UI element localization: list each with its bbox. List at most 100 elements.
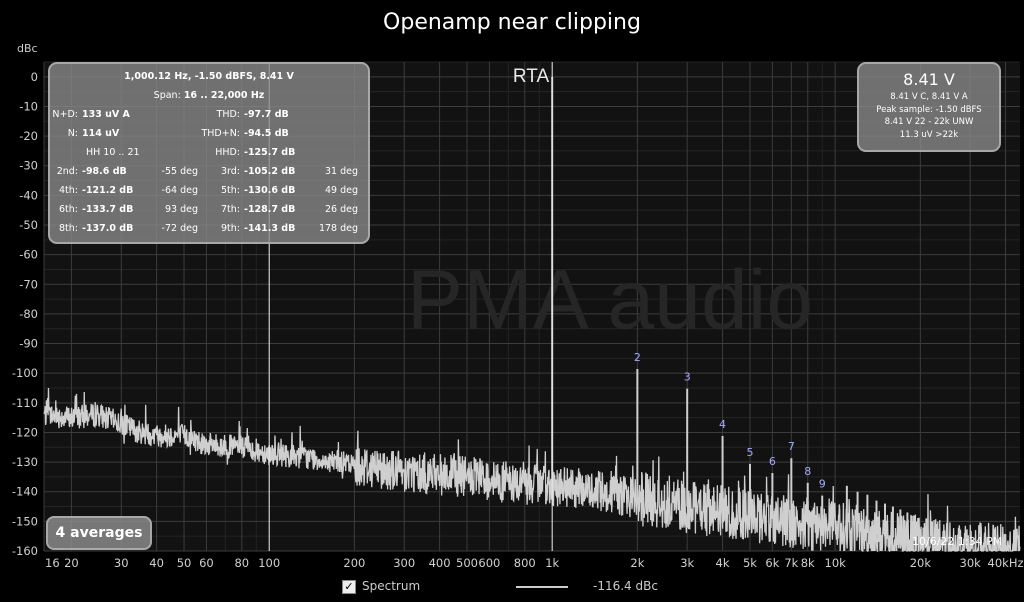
x-tick-label: 20k xyxy=(910,556,932,570)
level-line-4: 11.3 uV >22k xyxy=(899,129,959,140)
level-line-3: 8.41 V 22 - 22k UNW xyxy=(884,117,974,127)
harmonic-6-deg: 93 deg xyxy=(164,204,198,215)
x-tick-label: 4k xyxy=(716,556,730,570)
y-tick-label: -140 xyxy=(12,485,38,499)
legend-swatch xyxy=(516,586,568,588)
x-tick-label: 200 xyxy=(343,556,365,570)
y-axis-label: dBc xyxy=(17,42,38,55)
thd-label: THD: xyxy=(216,109,240,120)
x-tick-label: 600 xyxy=(478,556,500,570)
x-tick-label: 40kHz xyxy=(988,556,1024,570)
x-tick-label: 50 xyxy=(177,556,192,570)
y-tick-label: -90 xyxy=(19,337,38,351)
harmonic-3-deg: 31 deg xyxy=(324,166,358,177)
harmonic-4-db: -121.2 dB xyxy=(82,185,134,196)
hhd-label: HHD: xyxy=(215,147,240,158)
harmonic-5-label: 5th: xyxy=(221,185,240,196)
harmonic-9-db: -141.3 dB xyxy=(244,223,296,234)
harmonic-7-deg: 26 deg xyxy=(324,204,358,215)
measurement-header: 1,000.12 Hz, -1.50 dBFS, 8.41 V xyxy=(124,71,294,82)
x-tick-label: 16 xyxy=(45,556,60,570)
x-tick-label: 80 xyxy=(234,556,249,570)
level-line-2: Peak sample: -1.50 dBFS xyxy=(876,104,982,115)
harmonic-9-deg: 178 deg xyxy=(318,223,358,234)
level-panel: 8.41 V 8.41 V C, 8.41 V A Peak sample: -… xyxy=(857,62,1001,152)
y-tick-label: -40 xyxy=(19,188,38,202)
y-tick-label: -130 xyxy=(12,455,38,469)
harmonic-number-label: 9 xyxy=(819,478,826,491)
x-tick-label: 20 xyxy=(64,556,79,570)
harmonic-6-label: 6th: xyxy=(59,204,78,215)
y-tick-label: -110 xyxy=(12,396,38,410)
x-tick-label: 2k xyxy=(630,556,644,570)
x-tick-label: 800 xyxy=(514,556,536,570)
thdn-label: THD+N: xyxy=(201,128,240,139)
marker-lines: RTA xyxy=(268,62,553,551)
thd-value: -97.7 dB xyxy=(244,109,289,120)
y-tick-label: -50 xyxy=(19,218,38,232)
x-tick-label: 500 xyxy=(456,556,478,570)
x-tick-label: 7k xyxy=(784,556,798,570)
harmonic-4-label: 4th: xyxy=(59,185,78,196)
harmonic-8-db: -137.0 dB xyxy=(82,223,134,234)
harmonic-5-deg: 49 deg xyxy=(324,185,358,196)
x-tick-label: 300 xyxy=(393,556,415,570)
harmonic-8-label: 8th: xyxy=(59,223,78,234)
legend-value: -116.4 dBc xyxy=(593,579,658,593)
span-label: Span: xyxy=(153,90,181,101)
n-value: 114 uV xyxy=(82,128,120,139)
harmonic-6-db: -133.7 dB xyxy=(82,204,134,215)
harmonic-number-label: 3 xyxy=(684,371,691,384)
span-row: Span: 16 .. 22,000 Hz xyxy=(50,90,368,101)
averages-button[interactable]: 4 averages xyxy=(46,516,152,550)
harmonic-7-db: -128.7 dB xyxy=(244,204,296,215)
x-axis-ticks: 16 20 30 40 50 60 80 100 200 300 400 500 600 800 1k 2k 3… xyxy=(45,556,1024,570)
harmonic-number-label: 5 xyxy=(746,446,753,459)
harmonic-number-label: 8 xyxy=(804,465,811,478)
x-tick-label: 40 xyxy=(149,556,164,570)
y-tick-label: -160 xyxy=(12,544,38,558)
y-tick-label: -70 xyxy=(19,277,38,291)
legend-label: Spectrum xyxy=(362,579,421,593)
x-tick-label: 30 xyxy=(114,556,129,570)
level-line-1: 8.41 V C, 8.41 V A xyxy=(890,92,968,102)
x-tick-label: 100 xyxy=(258,556,280,570)
timestamp: 10/6/22 1:34 PM xyxy=(912,535,1003,548)
harmonic-number-label: 7 xyxy=(788,440,795,453)
y-tick-label: -30 xyxy=(19,159,38,173)
y-tick-label: -80 xyxy=(19,307,38,321)
harmonic-7-label: 7th: xyxy=(221,204,240,215)
harmonic-number-label: 6 xyxy=(769,455,776,468)
nd-value: 133 uV A xyxy=(82,109,130,120)
measurement-panel: 1,000.12 Hz, -1.50 dBFS, 8.41 V Span: 16… xyxy=(48,62,370,244)
span-value: 16 .. 22,000 Hz xyxy=(183,90,265,101)
y-tick-label: -60 xyxy=(19,248,38,262)
harmonic-4-deg: -64 deg xyxy=(161,185,198,196)
harmonic-3-label: 3rd: xyxy=(220,166,240,177)
y-tick-label: -120 xyxy=(12,425,38,439)
y-tick-label: -20 xyxy=(19,129,38,143)
y-tick-label: -150 xyxy=(12,514,38,528)
x-tick-label: 60 xyxy=(199,556,214,570)
x-tick-label: 10k xyxy=(825,556,847,570)
harmonic-number-label: 2 xyxy=(634,351,641,364)
harmonic-number-label: 4 xyxy=(719,418,726,431)
x-tick-label: 5k xyxy=(743,556,757,570)
harmonic-2-deg: -55 deg xyxy=(161,166,198,177)
level-value: 8.41 V xyxy=(903,70,955,89)
n-label: N: xyxy=(67,128,78,139)
marker-label: RTA xyxy=(513,66,550,87)
spectrum-checkbox[interactable]: ✓ xyxy=(342,580,356,594)
x-tick-label: 400 xyxy=(429,556,451,570)
harmonic-2-label: 2nd: xyxy=(56,166,78,177)
chart-title: Openamp near clipping xyxy=(383,10,641,35)
y-axis-ticks: 0 -10 -20 -30 -40 -50 -60 -70 -80 -90 -100 -110 -120… xyxy=(12,70,38,558)
y-tick-label: 0 xyxy=(31,70,38,84)
y-tick-label: -10 xyxy=(19,99,38,113)
nd-label: N+D: xyxy=(52,109,78,120)
hh-label: HH 10 .. 21 xyxy=(86,147,140,158)
hhd-value: -125.7 dB xyxy=(244,147,296,158)
x-tick-label: 30k xyxy=(960,556,982,570)
harmonic-5-db: -130.6 dB xyxy=(244,185,296,196)
